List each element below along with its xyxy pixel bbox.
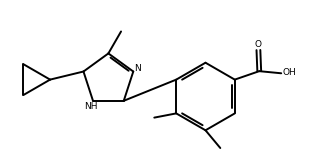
Text: O: O — [255, 40, 262, 49]
Text: OH: OH — [282, 68, 296, 77]
Text: NH: NH — [84, 102, 97, 111]
Text: N: N — [134, 64, 141, 73]
